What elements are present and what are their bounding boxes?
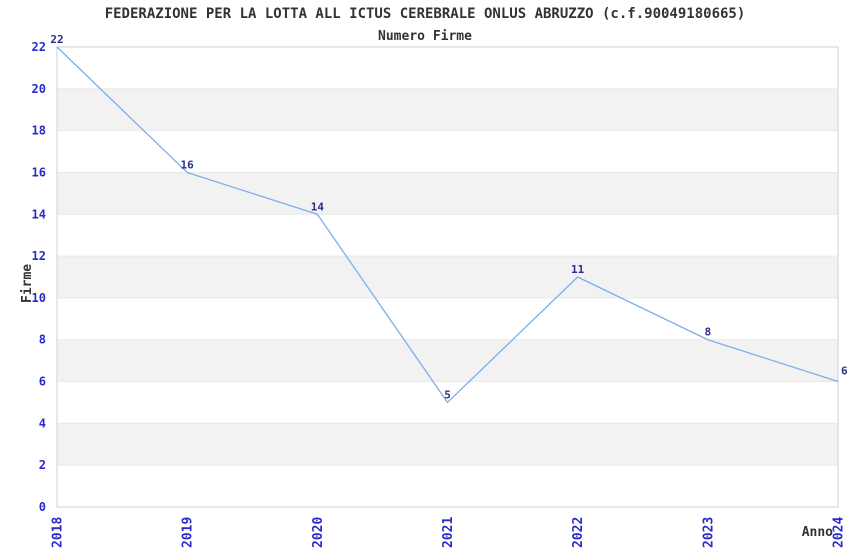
y-tick-label: 14	[32, 207, 46, 221]
y-tick-label: 8	[39, 333, 46, 347]
x-tick-label: 2022	[571, 517, 586, 548]
data-point-label: 5	[444, 388, 451, 401]
data-point-label: 6	[841, 365, 848, 378]
x-tick-label: 2023	[701, 517, 716, 548]
plot-border	[56, 46, 839, 508]
y-tick-label: 12	[32, 249, 46, 263]
x-tick-label: 2024	[832, 517, 847, 548]
grid-band	[57, 172, 838, 215]
y-tick-label: 18	[32, 124, 46, 138]
data-point-label: 11	[571, 263, 585, 276]
y-tick-label: 2	[39, 458, 46, 472]
x-tick-label: 2018	[51, 517, 66, 548]
y-tick-label: 16	[32, 165, 46, 179]
y-axis-label: Firme	[20, 264, 35, 303]
x-tick-label: 2019	[181, 517, 196, 548]
y-tick-label: 4	[39, 416, 46, 430]
y-tick-label: 10	[32, 291, 46, 305]
chart-subtitle: Numero Firme	[378, 29, 472, 44]
grid-band	[57, 339, 838, 382]
x-tick-label: 2021	[441, 517, 456, 548]
y-tick-label: 0	[39, 500, 46, 514]
x-axis-label: Anno	[802, 525, 833, 540]
data-point-label: 8	[705, 326, 712, 339]
data-point-label: 16	[181, 158, 195, 171]
grid-band	[57, 423, 838, 466]
grid-band	[57, 256, 838, 298]
chart-title: FEDERAZIONE PER LA LOTTA ALL ICTUS CEREB…	[105, 6, 746, 22]
x-tick-label: 2020	[311, 517, 326, 548]
y-tick-label: 6	[39, 375, 46, 389]
grid-band	[57, 88, 838, 131]
y-tick-label: 20	[32, 82, 46, 96]
data-point-label: 14	[311, 200, 325, 213]
data-series-line	[56, 46, 839, 404]
y-tick-label: 22	[32, 40, 46, 54]
data-point-label: 22	[50, 33, 63, 46]
